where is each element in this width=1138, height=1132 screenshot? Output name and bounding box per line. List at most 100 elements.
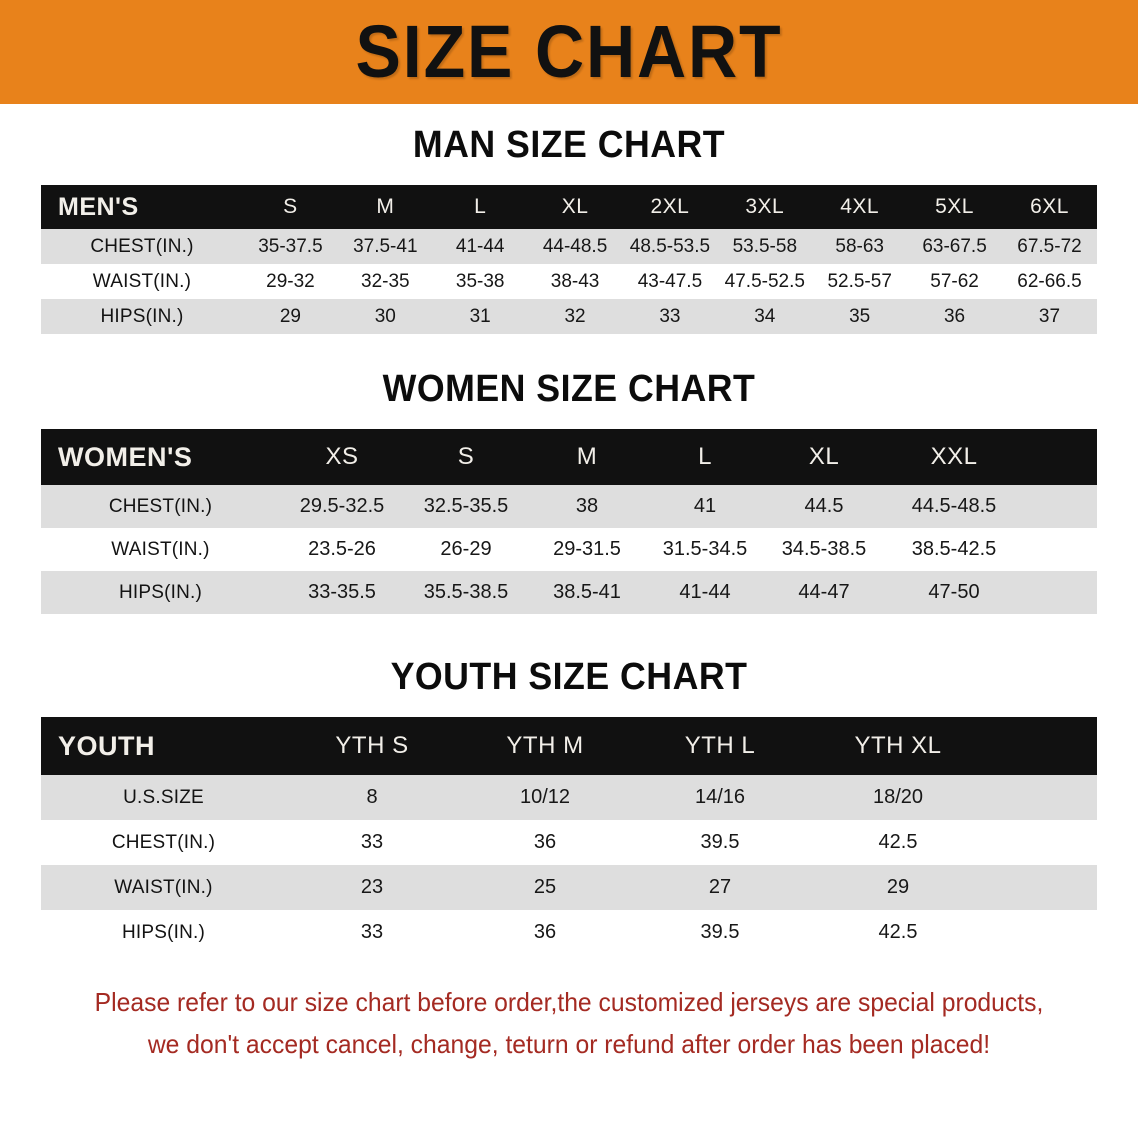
youth-row-spacer	[988, 820, 1097, 865]
youth-row-label-3: HIPS(IN.)	[121, 921, 206, 943]
women-cell-2-2: 38.5-41	[553, 581, 621, 603]
man-cell-2-8: 37	[1038, 305, 1061, 327]
youth-cell-2-3: 29	[886, 876, 910, 898]
youth-cell-1-0: 33	[360, 831, 384, 853]
note-line-1: Please refer to our size chart before or…	[94, 987, 1044, 1017]
youth-cell-0-0: 8	[366, 786, 378, 808]
youth-row-spacer	[988, 775, 1097, 820]
table-row: HIPS(IN.) 33 36 39.5 42.5	[41, 910, 1097, 955]
man-cell-2-7: 36	[943, 305, 966, 327]
youth-corner-label: YOUTH	[58, 730, 155, 761]
women-size-chart-table: WOMEN'S XS S M L XL XXL CHEST(IN.) 29.5-…	[41, 429, 1097, 614]
table-row: U.S.SIZE 8 10/12 14/16 18/20	[41, 775, 1097, 820]
man-row-label-2: HIPS(IN.)	[100, 305, 184, 327]
youth-col-header-1: YTH M	[506, 732, 584, 759]
man-cell-0-8: 67.5-72	[1017, 235, 1082, 257]
return-policy-note: Please refer to our size chart before or…	[48, 981, 1089, 1065]
man-cell-1-1: 32-35	[361, 270, 410, 292]
youth-row-label-0: U.S.SIZE	[123, 786, 204, 808]
table-row: WAIST(IN.) 23 25 27 29	[41, 865, 1097, 910]
women-cell-2-0: 33-35.5	[308, 581, 376, 603]
youth-row-spacer	[988, 910, 1097, 955]
women-col-header-3: L	[698, 443, 712, 470]
women-cell-1-3: 31.5-34.5	[662, 538, 748, 560]
man-cell-0-6: 58-63	[835, 235, 884, 257]
women-header-spacer	[1024, 429, 1097, 485]
man-size-chart-table-wrap: MEN'S S M L XL 2XL 3XL 4XL 5XL 6XL CHEST…	[41, 185, 1097, 334]
youth-size-chart-heading: YOUTH SIZE CHART	[390, 656, 748, 698]
women-cell-2-1: 35.5-38.5	[423, 581, 509, 603]
page-title: SIZE CHART	[355, 10, 783, 93]
man-col-header-0: S	[283, 195, 298, 218]
youth-cell-0-1: 10/12	[519, 786, 571, 808]
table-row: HIPS(IN.) 29 30 31 32 33 34 35 36 37	[41, 299, 1097, 334]
man-cell-2-1: 30	[374, 305, 396, 327]
table-header-row: MEN'S S M L XL 2XL 3XL 4XL 5XL 6XL	[41, 185, 1097, 229]
man-cell-0-2: 41-44	[455, 235, 505, 257]
women-row-spacer	[1024, 485, 1097, 528]
man-cell-0-7: 63-67.5	[922, 235, 987, 257]
table-header-row: WOMEN'S XS S M L XL XXL	[41, 429, 1097, 485]
women-row-spacer	[1024, 571, 1097, 614]
women-col-header-2: M	[576, 443, 598, 470]
women-cell-0-0: 29.5-32.5	[299, 495, 385, 517]
table-row: CHEST(IN.) 33 36 39.5 42.5	[41, 820, 1097, 865]
youth-col-header-2: YTH L	[684, 732, 756, 759]
man-cell-1-2: 35-38	[455, 270, 505, 292]
man-col-header-3: XL	[561, 195, 589, 218]
youth-table-body: U.S.SIZE 8 10/12 14/16 18/20 CHEST(IN.) …	[41, 775, 1097, 955]
women-col-header-5: XXL	[930, 443, 978, 470]
women-row-spacer	[1024, 528, 1097, 571]
man-cell-1-4: 43-47.5	[637, 270, 703, 292]
man-cell-0-1: 37.5-41	[353, 235, 418, 257]
youth-row-label-2: WAIST(IN.)	[114, 876, 213, 898]
youth-cell-0-2: 14/16	[694, 786, 746, 808]
women-col-header-1: S	[457, 443, 475, 470]
table-row: CHEST(IN.) 29.5-32.5 32.5-35.5 38 41 44.…	[41, 485, 1097, 528]
youth-cell-2-1: 25	[533, 876, 557, 898]
youth-col-header-3: YTH XL	[854, 732, 942, 759]
man-row-label-0: CHEST(IN.)	[90, 235, 194, 257]
man-col-header-8: 6XL	[1030, 195, 1069, 218]
man-size-chart-table: MEN'S S M L XL 2XL 3XL 4XL 5XL 6XL CHEST…	[41, 185, 1097, 334]
women-row-label-2: HIPS(IN.)	[118, 581, 203, 603]
youth-table-header: YOUTH YTH S YTH M YTH L YTH XL	[41, 717, 1097, 775]
women-cell-0-5: 44.5-48.5	[911, 495, 997, 517]
women-cell-2-3: 41-44	[679, 581, 731, 603]
youth-row-spacer	[988, 865, 1097, 910]
man-row-label-1: WAIST(IN.)	[92, 270, 192, 292]
women-row-label-1: WAIST(IN.)	[111, 538, 210, 560]
women-table-body: CHEST(IN.) 29.5-32.5 32.5-35.5 38 41 44.…	[41, 485, 1097, 614]
page-banner: SIZE CHART	[0, 0, 1138, 104]
man-cell-1-3: 38-43	[550, 270, 600, 292]
youth-cell-3-3: 42.5	[878, 921, 918, 943]
youth-size-chart-table-wrap: YOUTH YTH S YTH M YTH L YTH XL U.S.SIZE …	[41, 717, 1097, 955]
man-cell-0-0: 35-37.5	[258, 235, 323, 257]
man-cell-2-5: 34	[754, 305, 776, 327]
women-corner-label: WOMEN'S	[58, 441, 193, 472]
table-row: HIPS(IN.) 33-35.5 35.5-38.5 38.5-41 41-4…	[41, 571, 1097, 614]
women-cell-0-3: 41	[693, 495, 717, 517]
man-col-header-1: M	[376, 195, 395, 218]
women-cell-1-5: 38.5-42.5	[911, 538, 997, 560]
youth-cell-1-1: 36	[533, 831, 557, 853]
man-corner-label: MEN'S	[58, 192, 139, 221]
table-row: WAIST(IN.) 23.5-26 26-29 29-31.5 31.5-34…	[41, 528, 1097, 571]
women-cell-2-5: 47-50	[928, 581, 980, 603]
man-cell-2-6: 35	[849, 305, 871, 327]
man-cell-2-0: 29	[279, 305, 301, 327]
youth-row-label-1: CHEST(IN.)	[111, 831, 216, 853]
women-col-header-4: XL	[808, 443, 840, 470]
women-table-header: WOMEN'S XS S M L XL XXL	[41, 429, 1097, 485]
man-cell-0-5: 53.5-58	[732, 235, 798, 257]
man-cell-1-7: 57-62	[930, 270, 979, 292]
man-col-header-6: 4XL	[840, 195, 880, 218]
table-header-row: YOUTH YTH S YTH M YTH L YTH XL	[41, 717, 1097, 775]
youth-cell-2-2: 27	[708, 876, 732, 898]
women-size-chart-table-wrap: WOMEN'S XS S M L XL XXL CHEST(IN.) 29.5-…	[41, 429, 1097, 614]
women-cell-1-2: 29-31.5	[553, 538, 621, 560]
man-col-header-5: 3XL	[745, 195, 785, 218]
youth-cell-1-2: 39.5	[700, 831, 740, 853]
man-cell-1-8: 62-66.5	[1017, 270, 1082, 292]
youth-cell-3-0: 33	[360, 921, 384, 943]
